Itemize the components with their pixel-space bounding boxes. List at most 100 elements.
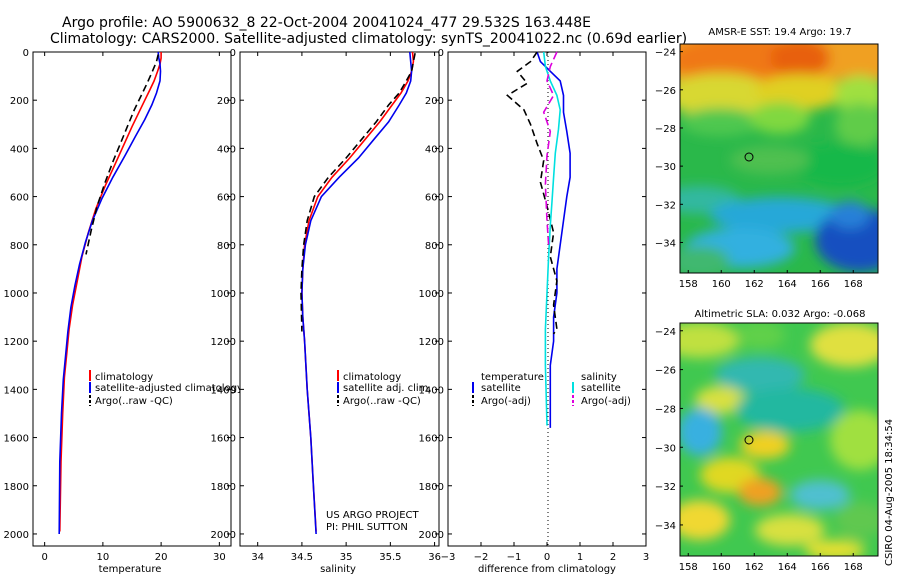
map-y-tick-label: −28 bbox=[655, 404, 676, 415]
figure-title-line1: Argo profile: AO 5900632_8 22-Oct-2004 2… bbox=[62, 15, 591, 31]
x-tick-label: 36 bbox=[428, 552, 441, 563]
y-tick-label: 200 bbox=[10, 96, 29, 107]
map-y-tick-label: −30 bbox=[655, 443, 676, 454]
y-tick-label: 2000 bbox=[211, 530, 236, 541]
sla-map-frame bbox=[679, 322, 879, 557]
map-x-tick-label: 166 bbox=[811, 562, 830, 573]
legend-label-temp-satellite: satellite bbox=[481, 383, 521, 394]
x-tick-label: 35 bbox=[340, 552, 353, 563]
y-tick-label: 800 bbox=[425, 241, 444, 252]
y-tick-label: 1800 bbox=[419, 482, 444, 493]
sla-field bbox=[680, 323, 878, 556]
legend-label-argo: Argo(..raw -QC) bbox=[95, 396, 173, 407]
map-y-tick-label: −28 bbox=[655, 124, 676, 135]
map-y-tick-label: −24 bbox=[655, 327, 676, 338]
y-tick-label: 1600 bbox=[4, 434, 29, 445]
y-tick-label: 1800 bbox=[211, 482, 236, 493]
series-line-argo-raw-qc bbox=[85, 54, 159, 255]
series-line-temperature-argo-adj bbox=[506, 51, 558, 335]
legend-header-temperature: temperature bbox=[481, 372, 544, 383]
x-tick-label: 34 bbox=[251, 552, 264, 563]
temperature-axes-frame bbox=[32, 51, 232, 547]
map-x-tick-label: 160 bbox=[712, 562, 731, 573]
map-x-tick-label: 158 bbox=[679, 562, 698, 573]
series-line-salinity-argo-adj bbox=[542, 51, 558, 245]
map-x-tick-label: 164 bbox=[778, 562, 797, 573]
x-tick-label: 34.5 bbox=[291, 552, 313, 563]
y-tick-label: 800 bbox=[10, 241, 29, 252]
x-tick-label: 0 bbox=[41, 552, 47, 563]
map-y-tick-label: −24 bbox=[655, 48, 676, 59]
y-tick-label: 600 bbox=[10, 193, 29, 204]
y-tick-label: 1200 bbox=[4, 337, 29, 348]
legend-label-sal-satellite: satellite bbox=[581, 383, 621, 394]
figure-title-line2: Climatology: CARS2000. Satellite-adjuste… bbox=[50, 31, 688, 47]
legend-label-satellite: satellite-adjusted climatology bbox=[95, 383, 243, 394]
series-line-temperature-satellite bbox=[536, 51, 571, 428]
y-tick-label: 1400 bbox=[211, 385, 236, 396]
y-tick-label: 1400 bbox=[4, 385, 29, 396]
salinity-xlabel: salinity bbox=[320, 564, 356, 575]
legend-label-satellite: satellite adj. clim. bbox=[343, 383, 432, 394]
y-tick-label: 1200 bbox=[419, 337, 444, 348]
sst-map-title: AMSR-E SST: 19.4 Argo: 19.7 bbox=[708, 27, 851, 38]
series-line-satellite-adj-clim bbox=[301, 51, 413, 535]
map-y-tick-label: −32 bbox=[655, 200, 676, 211]
map-x-tick-label: 168 bbox=[844, 562, 863, 573]
y-tick-label: 1600 bbox=[211, 434, 236, 445]
y-tick-label: 1800 bbox=[4, 482, 29, 493]
legend-label-sal-argo: Argo(-adj) bbox=[581, 396, 631, 407]
x-tick-label: 20 bbox=[155, 552, 168, 563]
map-y-tick-label: −26 bbox=[655, 366, 676, 377]
temperature-xlabel: temperature bbox=[99, 564, 162, 575]
sla-argo-marker bbox=[744, 435, 754, 445]
map-y-tick-label: −34 bbox=[655, 521, 676, 532]
y-tick-label: 2000 bbox=[4, 530, 29, 541]
y-tick-label: 200 bbox=[425, 96, 444, 107]
map-y-tick-label: −32 bbox=[655, 482, 676, 493]
difference-legend: temperature satellite Argo(-adj) salinit… bbox=[472, 372, 631, 407]
temperature-panel: 0 200 400 600 800 1000 1200 1400 1600 1800 2000 0 10… bbox=[4, 48, 243, 575]
y-tick-label: 0 bbox=[23, 48, 29, 59]
y-tick-label: 1200 bbox=[211, 337, 236, 348]
x-tick-label: 2 bbox=[610, 552, 616, 563]
project-annotation: US ARGO PROJECT bbox=[326, 510, 420, 521]
map-y-tick-label: −26 bbox=[655, 86, 676, 97]
y-tick-label: 1000 bbox=[211, 289, 236, 300]
salinity-axes-frame bbox=[239, 51, 440, 547]
series-line-argo-raw-qc bbox=[300, 53, 416, 332]
y-tick-label: 400 bbox=[10, 144, 29, 155]
legend-label-climatology: climatology bbox=[95, 372, 153, 383]
salinity-legend: climatology satellite adj. clim. Argo(..… bbox=[337, 370, 432, 407]
x-tick-label: 3 bbox=[643, 552, 649, 563]
footer-credit: CSIRO 04-Aug-2005 18:34:54 bbox=[884, 419, 895, 566]
pi-annotation: PI: PHIL SUTTON bbox=[326, 522, 408, 533]
temperature-legend: climatology satellite-adjusted climatolo… bbox=[89, 370, 243, 407]
x-tick-label: 1 bbox=[577, 552, 583, 563]
sla-map-title: Altimetric SLA: 0.032 Argo: -0.068 bbox=[695, 309, 866, 320]
difference-panel: 0 200 400 600 800 1000 1200 1400 1600 1800 2000 −3 −… bbox=[419, 48, 650, 575]
map-x-tick-label: 164 bbox=[778, 279, 797, 290]
y-tick-label: 400 bbox=[217, 144, 236, 155]
map-x-tick-label: 160 bbox=[712, 279, 731, 290]
map-x-tick-label: 162 bbox=[745, 279, 764, 290]
difference-xlabel: difference from climatology bbox=[478, 564, 616, 575]
map-x-tick-label: 168 bbox=[844, 279, 863, 290]
salinity-panel: 0 200 400 600 800 1000 1200 1400 1600 1800 2000 34 3… bbox=[211, 48, 441, 575]
y-tick-label: 600 bbox=[217, 193, 236, 204]
x-tick-label: 10 bbox=[97, 552, 110, 563]
y-tick-label: 1600 bbox=[419, 434, 444, 445]
series-line-salinity-satellite bbox=[542, 51, 562, 426]
y-tick-label: 0 bbox=[438, 48, 444, 59]
y-tick-label: 2000 bbox=[419, 530, 444, 541]
legend-header-salinity: salinity bbox=[581, 372, 617, 383]
x-tick-label: −3 bbox=[441, 552, 456, 563]
series-line-climatology bbox=[59, 52, 162, 532]
x-tick-label: −1 bbox=[507, 552, 522, 563]
x-tick-label: −2 bbox=[474, 552, 489, 563]
x-tick-label: 30 bbox=[213, 552, 226, 563]
map-x-tick-label: 158 bbox=[679, 279, 698, 290]
legend-label-temp-argo: Argo(-adj) bbox=[481, 396, 531, 407]
y-tick-label: 1000 bbox=[419, 289, 444, 300]
